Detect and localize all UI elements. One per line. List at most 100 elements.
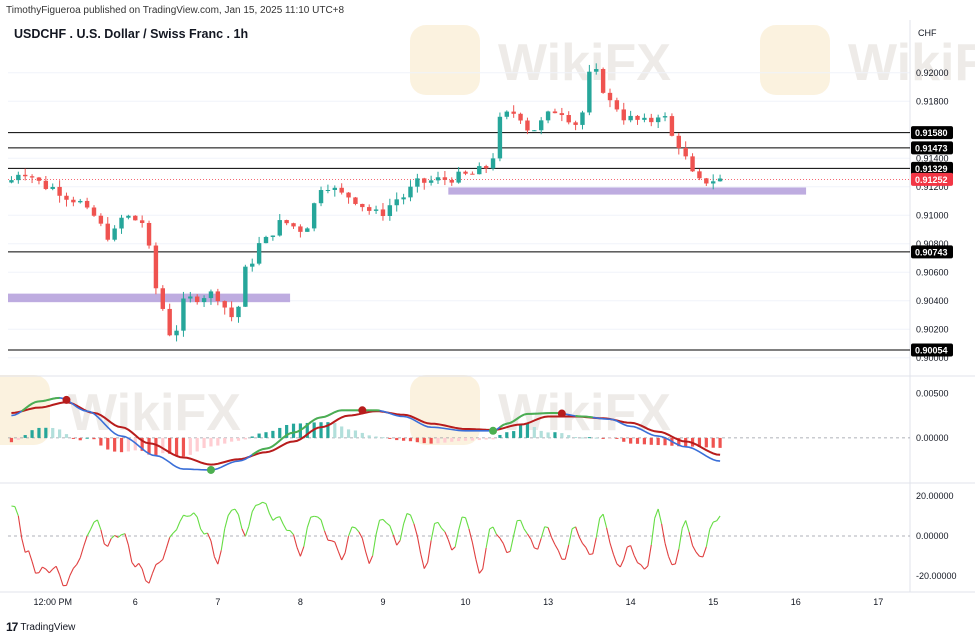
osc-line-segment	[447, 539, 453, 551]
osc-line-segment	[626, 545, 631, 548]
macd-histogram-bar	[353, 430, 358, 438]
osc-line-segment	[664, 543, 670, 557]
osc-line-segment	[72, 564, 78, 569]
osc-line-segment	[513, 520, 518, 536]
osc-line-segment	[162, 548, 167, 560]
macd-bull-segment	[24, 405, 30, 410]
macd-bull-segment	[506, 421, 511, 425]
macd-histogram-bar	[85, 437, 89, 439]
osc-line-segment	[602, 514, 608, 528]
price-tick-label: 0.90400	[916, 296, 949, 306]
osc-line-segment	[547, 527, 553, 538]
osc-line-segment	[21, 538, 26, 553]
osc-line-segment	[599, 513, 604, 519]
macd-histogram-bar	[243, 437, 247, 440]
macd-histogram-bar	[656, 437, 660, 446]
macd-histogram-bar	[574, 437, 578, 439]
time-tick-label: 10	[461, 597, 471, 607]
price-tick-label: 0.92000	[916, 68, 949, 78]
macd-bull-segment	[272, 442, 277, 447]
osc-line-segment	[379, 518, 384, 521]
candle-down	[160, 288, 165, 309]
osc-line-segment	[375, 520, 381, 535]
support-zone	[8, 293, 291, 303]
macd-bull-segment	[21, 407, 26, 412]
osc-line-segment	[537, 538, 542, 550]
osc-line-segment	[79, 546, 85, 558]
osc-line-segment	[523, 528, 528, 535]
osc-line-segment	[165, 537, 171, 549]
osc-line-segment	[416, 536, 422, 555]
time-tick-label: 8	[298, 597, 303, 607]
macd-histogram-bar	[484, 437, 488, 440]
candle-up	[408, 186, 413, 198]
macd-histogram-bar	[223, 437, 227, 444]
candle-down	[167, 308, 172, 336]
osc-line-segment	[582, 542, 587, 548]
macd-histogram-bar	[181, 437, 186, 457]
watermark-logo-icon	[410, 375, 480, 445]
level-label: 0.91473	[915, 143, 948, 153]
macd-histogram-bar	[305, 422, 309, 438]
osc-line-segment	[24, 550, 29, 553]
candle-down	[552, 111, 558, 114]
osc-line-segment	[124, 533, 129, 546]
osc-line-segment	[83, 535, 88, 547]
candle-up	[188, 296, 193, 299]
osc-line-segment	[409, 514, 415, 524]
osc-tick-label: 0.00000	[916, 531, 949, 541]
osc-line-segment	[213, 556, 219, 565]
osc-line-segment	[306, 517, 312, 528]
osc-line-segment	[692, 545, 697, 553]
candle-up	[236, 306, 241, 318]
osc-line-segment	[141, 568, 147, 581]
macd-histogram-bar	[649, 437, 653, 445]
osc-line-segment	[17, 515, 23, 539]
candle-up	[539, 120, 544, 131]
macd-histogram-bar	[477, 437, 481, 441]
macd-histogram-bar	[608, 437, 612, 439]
macd-histogram-bar	[168, 437, 172, 454]
osc-line-segment	[458, 516, 463, 531]
macd-histogram-bar	[457, 437, 461, 442]
osc-line-segment	[358, 531, 363, 539]
osc-line-segment	[709, 521, 714, 530]
osc-line-segment	[151, 564, 157, 574]
watermark-text: WikiFX	[498, 384, 671, 442]
candle-down	[353, 197, 358, 204]
horizontal-levels	[8, 132, 910, 351]
macd-histogram-bar	[78, 437, 82, 441]
osc-line-segment	[337, 550, 343, 561]
osc-line-segment	[372, 534, 377, 556]
time-tick-label: 15	[708, 597, 718, 607]
macd-histogram-bar	[594, 437, 598, 439]
candle-down	[298, 226, 303, 232]
time-tick-label: 7	[215, 597, 220, 607]
osc-line-segment	[196, 516, 202, 530]
osc-line-segment	[502, 543, 508, 553]
osc-line-segment	[234, 508, 239, 515]
candle-down	[697, 171, 702, 179]
macd-histogram-bar	[560, 433, 564, 438]
candle-up	[208, 291, 214, 299]
candle-up	[717, 178, 723, 182]
macd-histogram-bar	[367, 435, 371, 438]
candle-up	[456, 171, 461, 183]
candle-up	[263, 236, 269, 244]
osc-line-segment	[117, 534, 122, 538]
osc-line-segment	[327, 539, 332, 542]
osc-line-segment	[534, 547, 538, 550]
candle-down	[690, 156, 695, 172]
osc-line-segment	[52, 565, 57, 570]
osc-line-segment	[578, 536, 583, 544]
osc-line-segment	[227, 509, 233, 516]
macd-histogram-bar	[133, 437, 137, 451]
candle-down	[139, 220, 145, 223]
macd-histogram-bar	[58, 429, 62, 438]
osc-line-segment	[138, 563, 143, 570]
candle-up	[415, 178, 420, 187]
macd-bull-segment	[35, 400, 40, 403]
osc-line-segment	[200, 528, 205, 535]
candle-down	[133, 215, 138, 221]
candle-up	[250, 263, 255, 267]
